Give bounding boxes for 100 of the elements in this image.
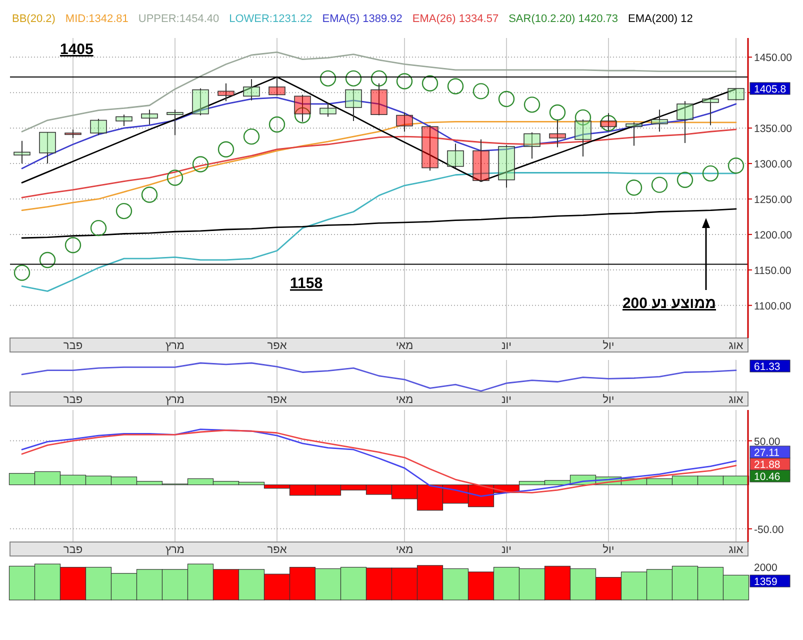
point [498,90,515,108]
data-label: 21.88 [754,459,780,471]
text: LOWER:1231.22 [229,13,312,25]
x-tick-label: פבר [63,340,83,352]
candlestick [626,122,642,146]
x-tick-label: פבר [63,394,83,406]
candlestick [345,88,362,122]
candlestick [243,78,260,101]
y-tick-label: 1100.00 [754,300,792,312]
point [422,75,438,92]
point [524,96,540,113]
annotation: ממוצע נע 200 [622,295,716,312]
y-tick-label: 1450.00 [754,52,792,64]
point [268,116,286,133]
text: EMA(5) 1389.92 [322,13,402,25]
candlestick [64,128,82,138]
line-series [21,128,737,198]
candlestick [218,82,234,102]
point [116,202,132,220]
x-tick-label: מאי [396,340,414,352]
point [728,158,744,174]
candlestick [498,144,515,188]
point [141,186,158,203]
text: 61.33 [754,361,780,373]
candlestick [702,98,719,126]
point [243,128,260,145]
point [651,176,668,193]
point [702,165,719,182]
point [14,264,30,281]
point [218,141,234,158]
point [64,236,82,254]
x-tick-label: אוג [728,394,744,406]
x-tick-label: מרץ [166,544,184,556]
y-tick-label: -50.00 [754,524,784,536]
point [90,220,107,236]
point [626,180,642,196]
y-tick-label: 50.00 [754,436,780,448]
point [166,170,184,186]
candlestick [524,132,540,160]
point [345,70,362,87]
text: EMA(26) 1334.57 [412,13,499,25]
x-tick-label: מאי [396,544,414,556]
x-tick-label: יונ [502,394,512,406]
text: 2000 [754,562,778,574]
x-tick-label: אפר [267,544,287,556]
x-tick-label: אפר [267,340,287,352]
point [396,73,413,90]
candlestick [294,94,311,122]
annotation: 1405.8 [754,83,786,96]
candlestick [116,114,132,126]
y-tick-label: 1150.00 [754,264,792,277]
text: 10.46 [754,471,780,483]
x-tick-label: פבר [63,544,83,556]
y-tick-label: 1200.00 [754,229,792,242]
text: SAR(10.2.20) 1420.73 [508,13,618,25]
point [549,104,566,121]
y-tick-label: 1350.00 [754,123,792,136]
candlestick [141,109,158,126]
y-tick-label: 1300.00 [754,158,792,171]
text: UPPER:1454.40 [138,13,220,25]
x-tick-label: אוג [728,544,744,556]
point [370,70,388,87]
candlestick [14,140,30,164]
candlestick [676,100,694,144]
data-label: 27.11 [754,447,780,459]
candlestick [268,76,286,96]
x-tick-label: יול [602,544,614,556]
point [39,252,56,268]
point [447,78,464,94]
point [574,109,592,126]
candlestick [192,88,209,116]
candlestick [728,88,744,101]
candlestick [39,132,56,164]
candlestick [422,124,438,172]
point [294,107,311,124]
candlestick [447,143,464,168]
candlestick [472,138,490,182]
x-tick-label: יול [602,340,614,352]
x-tick-label: אפר [267,394,287,406]
x-tick-label: יונ [502,544,512,556]
candlestick [396,112,413,132]
x-tick-label: יונ [502,340,512,352]
point [676,172,694,188]
candlestick [90,118,107,136]
line-series [21,208,737,239]
x-tick-label: יול [602,394,614,406]
x-tick-label: מרץ [166,394,184,406]
point [472,83,490,100]
text: MID:1342.81 [65,13,128,25]
candlestick [166,109,184,136]
candlestick [651,109,668,132]
point [320,70,336,87]
x-tick-label: מאי [396,394,414,406]
x-tick-label: אוג [728,340,744,352]
legend-title: BB(20.2) [12,13,56,25]
y-tick-label: 1250.00 [754,194,792,206]
x-tick-label: מרץ [166,340,184,352]
candlestick [320,102,336,118]
annotation: 1405 [60,41,94,58]
point [192,156,209,172]
